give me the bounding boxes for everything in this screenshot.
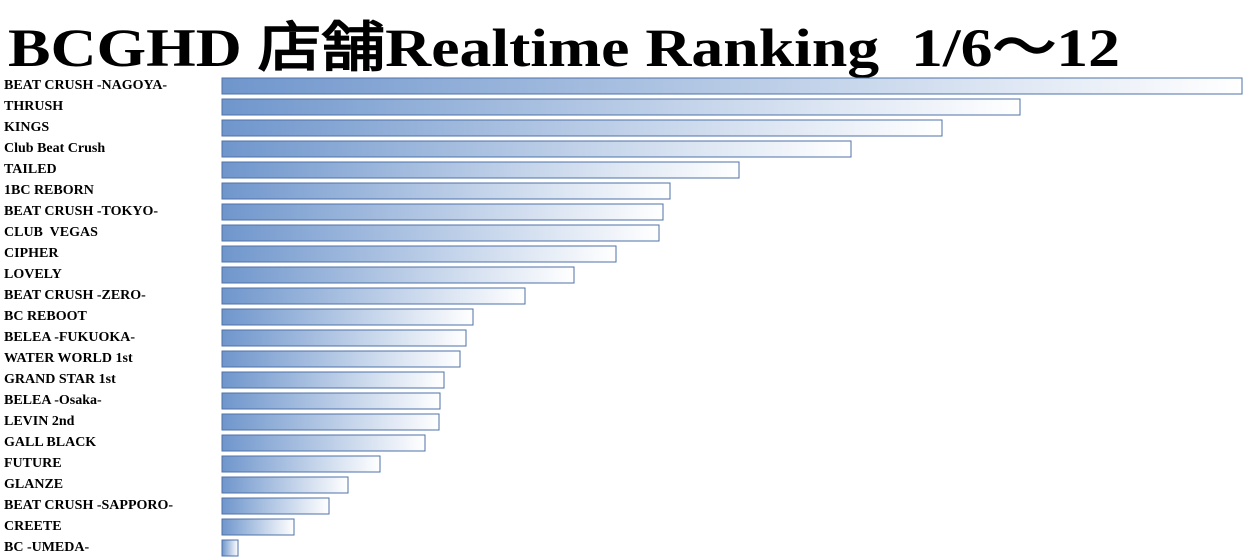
bar bbox=[221, 392, 441, 410]
category-label: WATER WORLD 1st bbox=[4, 351, 133, 366]
bar bbox=[221, 497, 330, 515]
category-label: GLANZE bbox=[4, 477, 63, 492]
bar bbox=[221, 455, 381, 473]
category-label: Club Beat Crush bbox=[4, 141, 105, 156]
bar bbox=[221, 329, 467, 347]
bar bbox=[221, 161, 740, 179]
bar bbox=[221, 434, 426, 452]
category-label: TAILED bbox=[4, 162, 57, 177]
category-label: BEAT CRUSH -SAPPORO- bbox=[4, 498, 173, 513]
category-label: BEAT CRUSH -NAGOYA- bbox=[4, 78, 167, 93]
category-label: KINGS bbox=[4, 120, 49, 135]
chart-title: BCGHD 店舗Realtime Ranking 1/6～12 bbox=[8, 18, 1120, 78]
bar bbox=[221, 308, 474, 326]
category-label: FUTURE bbox=[4, 456, 62, 471]
bar bbox=[221, 245, 617, 263]
category-label: THRUSH bbox=[4, 99, 63, 114]
category-label: GALL BLACK bbox=[4, 435, 96, 450]
category-label: CIPHER bbox=[4, 246, 59, 261]
bar bbox=[221, 350, 461, 368]
category-label: BEAT CRUSH -TOKYO- bbox=[4, 204, 158, 219]
bar bbox=[221, 182, 671, 200]
bar bbox=[221, 476, 349, 494]
bar bbox=[221, 98, 1021, 116]
bar bbox=[221, 140, 852, 158]
bar bbox=[221, 287, 526, 305]
bar bbox=[221, 518, 295, 536]
category-label: BELEA -FUKUOKA- bbox=[4, 330, 135, 345]
category-label: GRAND STAR 1st bbox=[4, 372, 116, 387]
category-label: 1BC REBORN bbox=[4, 183, 94, 198]
category-label: BEAT CRUSH -ZERO- bbox=[4, 288, 146, 303]
category-label: BELEA -Osaka- bbox=[4, 393, 102, 408]
bar bbox=[221, 224, 660, 242]
bar bbox=[221, 539, 239, 557]
category-label: CREETE bbox=[4, 519, 62, 534]
bar bbox=[221, 77, 1243, 95]
bar bbox=[221, 266, 575, 284]
category-label: LEVIN 2nd bbox=[4, 414, 75, 429]
bar bbox=[221, 119, 943, 137]
bar bbox=[221, 371, 445, 389]
category-label: BC REBOOT bbox=[4, 309, 88, 324]
category-label: CLUB VEGAS bbox=[4, 225, 98, 240]
category-label: LOVELY bbox=[4, 267, 62, 282]
bar bbox=[221, 203, 664, 221]
bar bbox=[221, 413, 440, 431]
category-label: BC -UMEDA- bbox=[4, 540, 89, 555]
